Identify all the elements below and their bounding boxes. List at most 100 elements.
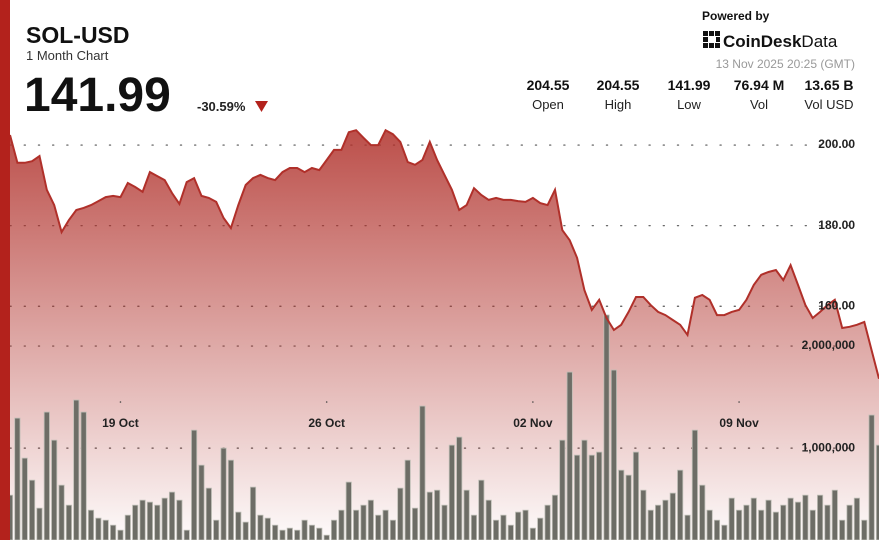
volume-bar — [780, 504, 787, 540]
volume-bar — [132, 504, 139, 540]
volume-bar — [728, 497, 735, 540]
volume-bar — [146, 501, 153, 540]
volume-bar — [544, 504, 551, 540]
volume-bar — [330, 519, 338, 540]
volume-bar — [699, 484, 706, 540]
volume-bar — [36, 507, 43, 540]
volume-bar — [875, 444, 879, 540]
logo-suffix: Data — [801, 32, 837, 51]
volume-bar — [360, 504, 367, 540]
volume-bar — [21, 457, 28, 540]
volume-bar — [272, 524, 279, 540]
volume-bar — [492, 519, 500, 540]
volume-bar — [669, 492, 676, 540]
volume-bar — [662, 499, 669, 540]
stat-label: Vol — [750, 97, 768, 112]
volume-bar — [264, 517, 271, 540]
volume-bar — [242, 521, 249, 540]
volume-bar — [375, 514, 382, 540]
volume-bar — [161, 497, 168, 540]
volume-bar — [809, 509, 816, 540]
volume-bar — [765, 499, 772, 540]
change: -30.59% — [197, 99, 246, 114]
stat-label: High — [605, 97, 632, 112]
volume-bar — [478, 479, 485, 540]
stats: 204.55 Open 204.55 High 141.99 Low 76.94 M Vol 1… — [527, 77, 854, 112]
volume-bar — [853, 497, 860, 540]
volume-bar — [14, 417, 21, 540]
volume-bar — [301, 519, 308, 540]
area-fill — [10, 130, 879, 540]
volume-bar — [817, 494, 824, 540]
logo-icon — [703, 31, 720, 48]
volume-bar — [316, 527, 323, 540]
volume-bar — [500, 514, 507, 540]
volume-bar — [448, 444, 455, 540]
volume-bar — [463, 489, 470, 540]
volume-bar — [426, 491, 433, 540]
volume-bar — [65, 504, 72, 540]
x-tick-label: 09 Nov — [719, 416, 759, 430]
volume-bar — [846, 504, 853, 540]
volume-bar — [29, 479, 36, 540]
volume-bar — [323, 534, 330, 540]
volume-bar — [684, 514, 691, 540]
volume-bar — [802, 494, 809, 540]
volume-bar — [618, 469, 625, 540]
volume-bar — [706, 509, 713, 540]
volume-bar — [205, 487, 212, 540]
volume-bar — [58, 484, 65, 540]
volume-bar — [691, 429, 698, 540]
down-arrow — [255, 101, 268, 112]
volume-bar — [470, 514, 478, 540]
volume-bar — [249, 486, 257, 540]
volume-bar — [419, 405, 426, 540]
volume-bar — [603, 314, 610, 540]
volume-bar — [168, 491, 176, 540]
volume-bar — [404, 459, 411, 540]
volume-bar — [389, 519, 397, 540]
volume-bar — [124, 514, 131, 540]
volume-bar — [411, 507, 419, 540]
volume-bar — [382, 509, 389, 540]
volume-bar — [677, 469, 684, 540]
volume-bar — [655, 504, 662, 540]
left-edge — [0, 0, 10, 540]
volume-bar — [198, 464, 205, 540]
x-tick — [325, 401, 328, 403]
logo-text: CoinDeskData — [723, 32, 838, 51]
volume-bar — [736, 509, 743, 540]
volume-bar — [581, 439, 588, 540]
volume-bar — [191, 429, 198, 540]
volume-bar — [537, 517, 544, 540]
volume-bar — [183, 529, 190, 540]
stat-label: Low — [677, 97, 701, 112]
x-tick — [738, 401, 740, 403]
stat-value: 76.94 M — [734, 77, 785, 93]
subtitle: 1 Month Chart — [26, 48, 109, 63]
volume-bar — [227, 459, 234, 540]
y-tick-label: 160.00 — [818, 298, 855, 312]
volume-bar — [51, 439, 58, 540]
y-tick-label: 180.00 — [818, 218, 855, 232]
volume-bar — [787, 497, 794, 540]
x-tick — [532, 401, 534, 403]
volume-bar — [529, 527, 536, 540]
volume-bar — [610, 369, 617, 540]
volume-bar — [434, 489, 441, 540]
volume-bar — [213, 519, 220, 540]
volume-bar — [441, 504, 448, 540]
volume-bar — [257, 514, 264, 540]
volume-bar — [772, 511, 779, 540]
volume-bar — [154, 504, 161, 540]
x-tick-label: 02 Nov — [513, 416, 553, 430]
volume-bar — [625, 474, 632, 540]
volume-bar — [286, 527, 293, 540]
volume-bar — [794, 501, 802, 540]
volume-bar — [831, 489, 838, 540]
volume-bar — [713, 519, 721, 540]
x-tick — [119, 401, 122, 403]
powered-by: Powered by — [702, 9, 770, 23]
x-tick-label: 19 Oct — [102, 416, 139, 430]
volume-bar — [102, 519, 109, 540]
